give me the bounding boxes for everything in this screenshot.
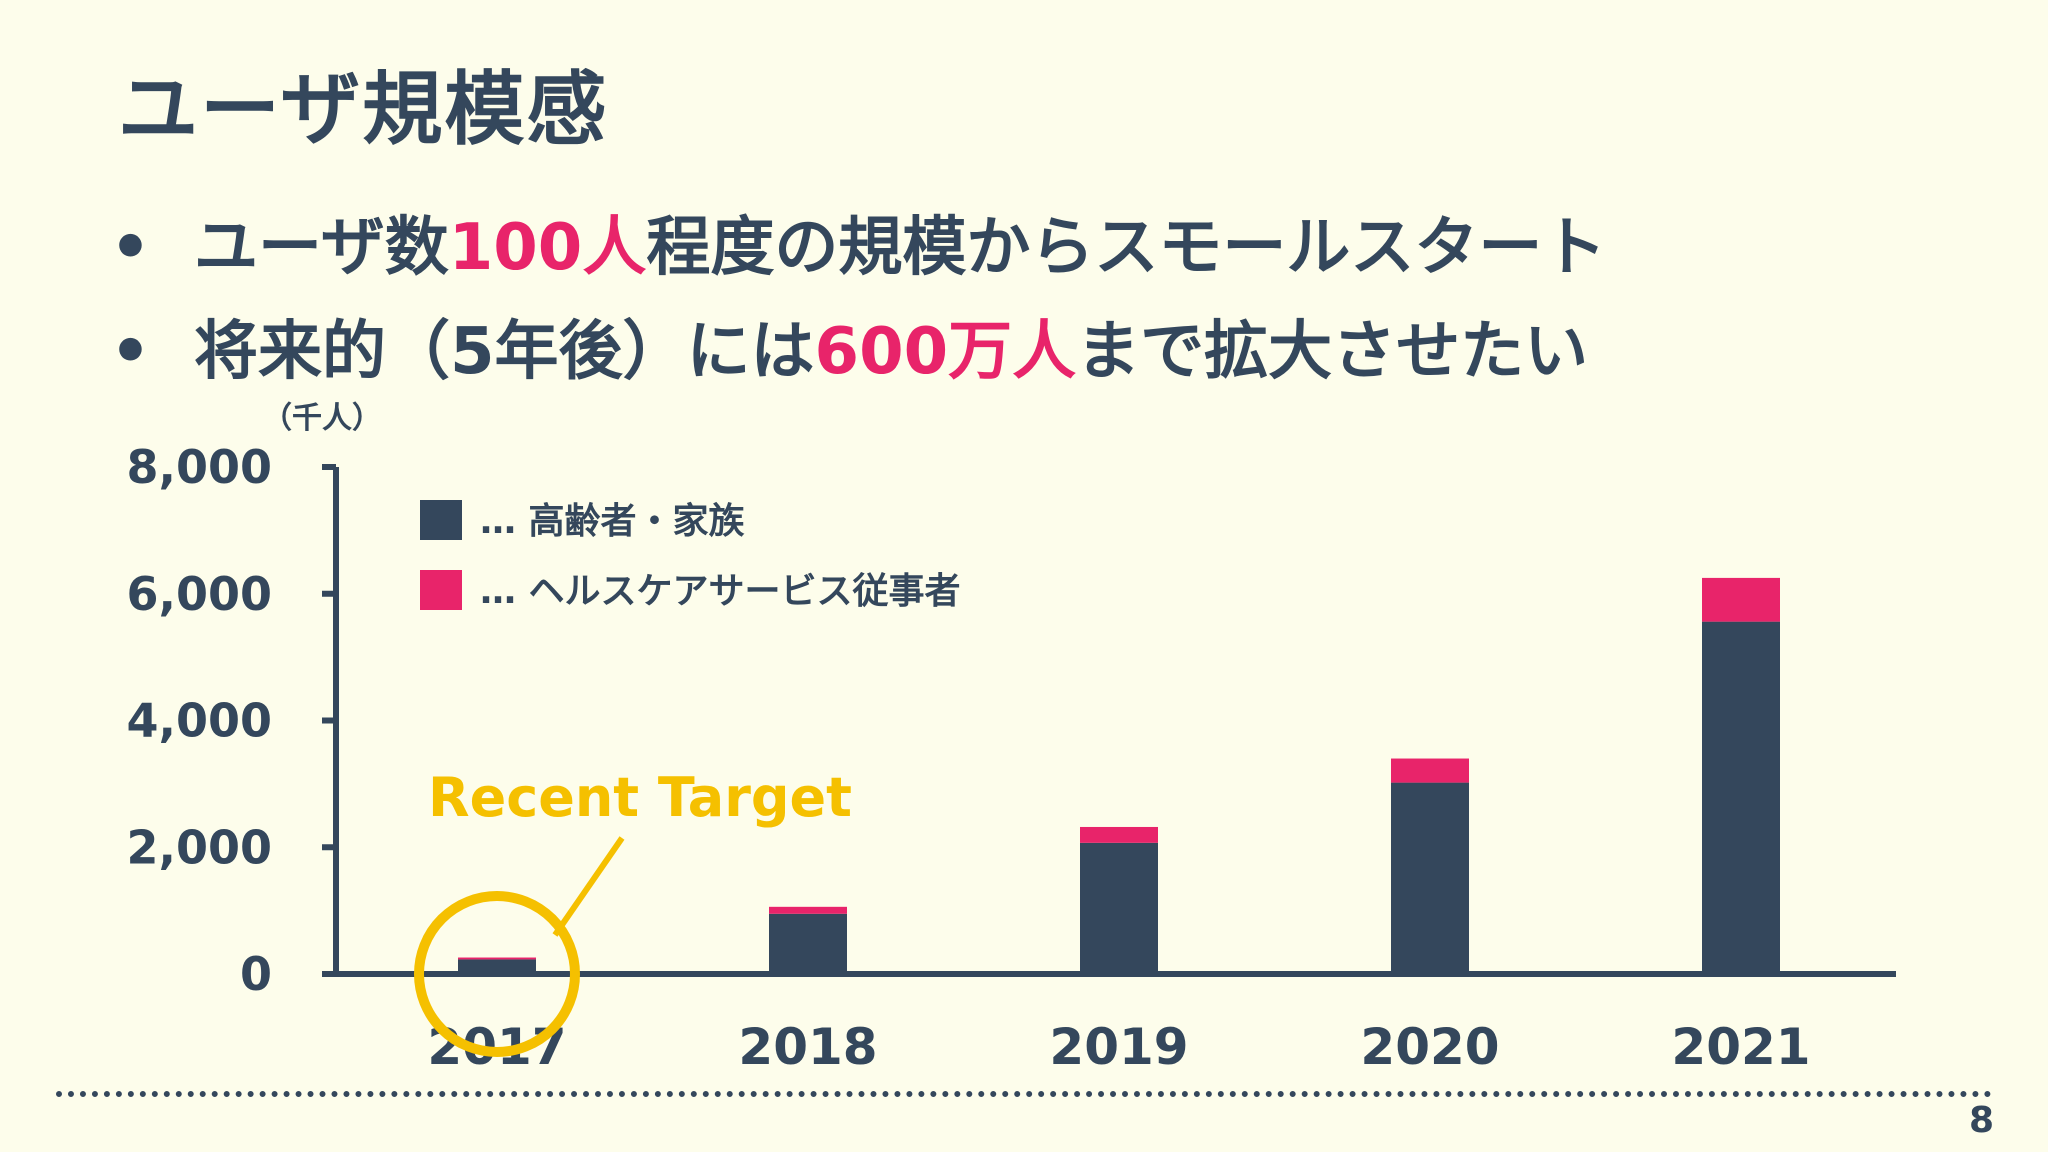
bar-segment-healthcare-workers [769, 906, 847, 914]
footer-divider [56, 1091, 1992, 1097]
bar-segment-elderly-family [1080, 842, 1158, 974]
x-tick-label: 2020 [1360, 1018, 1499, 1076]
bullet-list: • ユーザ数100人程度の規模からスモールスタート • 将来的（5年後）には600万… [110, 196, 1606, 404]
x-tick-label: 2018 [738, 1018, 877, 1076]
bar-segment-elderly-family [1702, 621, 1780, 974]
y-tick-label: 0 [240, 947, 272, 1001]
bar-segment-elderly-family [458, 959, 536, 974]
y-tick-label: 6,000 [126, 567, 272, 621]
legend-swatch [420, 500, 462, 540]
bullet-text: 程度の規模からスモールスタート [646, 211, 1607, 285]
x-tick-label: 2019 [1049, 1018, 1188, 1076]
bar-segment-elderly-family [769, 913, 847, 974]
bullet-dot: • [110, 211, 151, 285]
y-tick-label: 2,000 [126, 820, 272, 874]
bar-segment-healthcare-workers [458, 957, 536, 960]
bar-segment-healthcare-workers [1391, 758, 1469, 783]
recent-target-pointer [552, 836, 625, 937]
slide-title: ユーザ規模感 [118, 63, 609, 156]
recent-target-circle [414, 891, 580, 1057]
bullet-text: 将来的（5年後）には [194, 315, 815, 389]
y-unit-label: （千人） [262, 401, 382, 436]
legend-swatch [420, 570, 462, 610]
bullet-item: • ユーザ数100人程度の規模からスモールスタート [110, 196, 1606, 300]
bullet-text: ユーザ数 [194, 211, 449, 285]
bullet-highlight: 600万人 [814, 315, 1077, 389]
bar-segment-healthcare-workers [1702, 577, 1780, 622]
legend-label: … ヘルスケアサービス従事者 [480, 571, 961, 612]
y-tick-label: 4,000 [126, 694, 272, 748]
bullet-item: • 将来的（5年後）には600万人まで拡大させたい [110, 300, 1606, 404]
bullet-highlight: 100人 [448, 211, 647, 285]
bar-segment-healthcare-workers [1080, 826, 1158, 843]
recent-target-label: Recent Target [428, 766, 852, 829]
y-tick-label: 8,000 [126, 440, 272, 494]
page-number: 8 [1968, 1100, 1994, 1141]
x-tick-label: 2021 [1671, 1018, 1810, 1076]
bullet-dot: • [110, 315, 151, 389]
bullet-text: まで拡大させたい [1076, 315, 1589, 389]
bar-segment-elderly-family [1391, 782, 1469, 974]
legend-label: … 高齢者・家族 [480, 501, 745, 542]
